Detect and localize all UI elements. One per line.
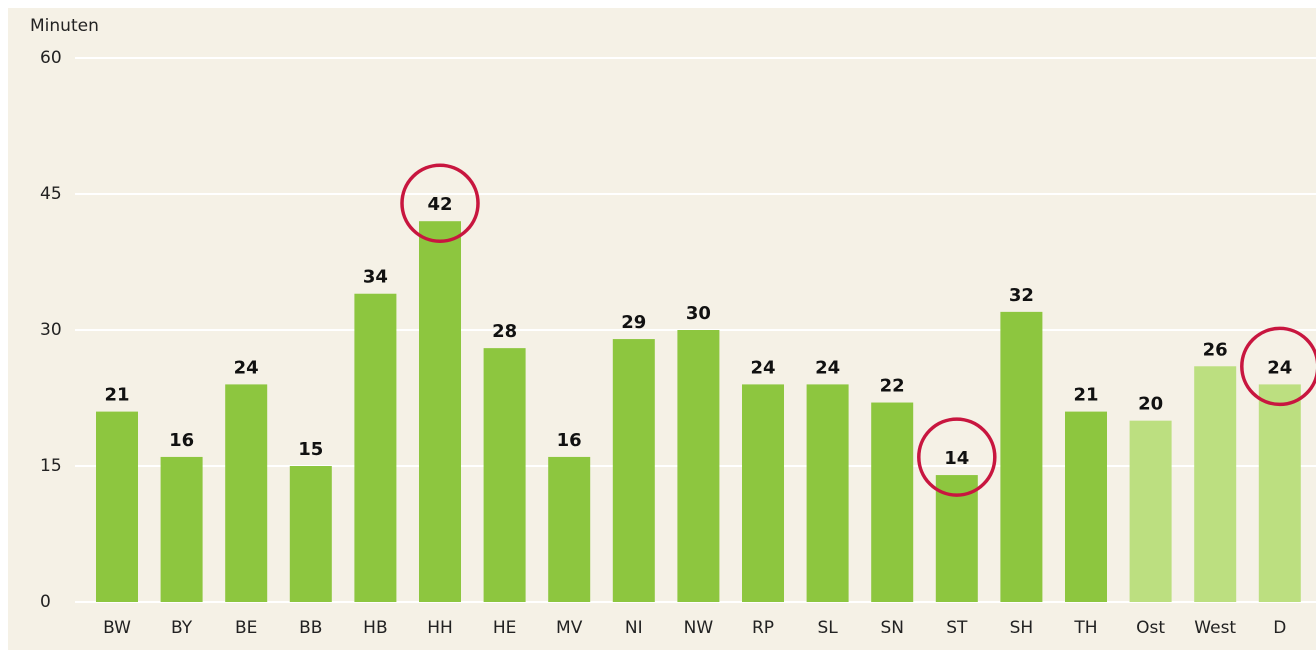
value-label: 24 <box>750 357 775 378</box>
x-tick-label: BE <box>235 618 257 638</box>
x-tick-label: West <box>1194 618 1236 638</box>
x-tick-label: Ost <box>1136 618 1165 638</box>
x-tick-label: HE <box>493 618 517 638</box>
value-label: 24 <box>234 357 259 378</box>
bar <box>548 456 591 602</box>
bar <box>96 411 138 602</box>
value-label: 20 <box>1138 394 1163 415</box>
bar <box>677 330 720 602</box>
x-tick-label: NW <box>684 618 714 638</box>
bar <box>1194 366 1237 602</box>
value-label: 24 <box>815 357 840 378</box>
value-label: 34 <box>363 267 388 288</box>
x-tick-label: SH <box>1010 618 1034 638</box>
y-axis-label: Minuten <box>30 16 99 36</box>
x-tick-label: BY <box>171 618 193 638</box>
bar <box>1065 411 1107 602</box>
value-label: 32 <box>1009 285 1034 306</box>
bar <box>289 466 332 602</box>
bar <box>354 293 397 602</box>
x-tick-label: ST <box>946 618 968 638</box>
value-label: 21 <box>1073 385 1098 406</box>
value-label: 28 <box>492 321 517 342</box>
bar <box>225 384 268 602</box>
x-tick-label: BW <box>103 618 131 638</box>
x-tick-label: BB <box>299 618 322 638</box>
bar <box>483 348 526 602</box>
bar <box>871 402 914 602</box>
value-label: 29 <box>621 312 646 333</box>
y-tick-label: 0 <box>40 592 51 612</box>
value-label: 24 <box>1267 357 1292 378</box>
bar <box>419 221 461 602</box>
bar <box>1000 311 1043 602</box>
value-label: 16 <box>557 430 582 451</box>
x-tick-label: NI <box>625 618 643 638</box>
x-tick-label: SN <box>880 618 904 638</box>
x-tick-label: MV <box>556 618 583 638</box>
y-tick-label: 60 <box>40 48 62 68</box>
value-label: 16 <box>169 430 194 451</box>
bar <box>742 384 784 602</box>
y-tick-label: 30 <box>40 320 62 340</box>
y-tick-label: 15 <box>40 456 62 476</box>
value-label: 14 <box>944 448 969 469</box>
x-tick-label: HH <box>427 618 453 638</box>
value-label: 30 <box>686 303 711 324</box>
value-label: 15 <box>298 439 323 460</box>
bar <box>612 339 655 602</box>
value-label: 21 <box>104 385 129 406</box>
value-label: 26 <box>1203 339 1228 360</box>
highlight-circle <box>1240 326 1316 407</box>
bar <box>1129 420 1172 602</box>
bar <box>160 456 203 602</box>
x-tick-label: HB <box>363 618 387 638</box>
value-label: 42 <box>427 194 452 215</box>
x-tick-label: D <box>1273 618 1286 638</box>
bar <box>1258 384 1301 602</box>
x-tick-label: RP <box>752 618 774 638</box>
highlight-circle <box>917 417 997 497</box>
y-tick-label: 45 <box>40 184 62 204</box>
bar <box>806 384 849 602</box>
highlight-circle <box>400 163 480 243</box>
value-label: 22 <box>880 376 905 397</box>
x-tick-label: SL <box>817 618 838 638</box>
x-tick-label: TH <box>1073 618 1097 638</box>
